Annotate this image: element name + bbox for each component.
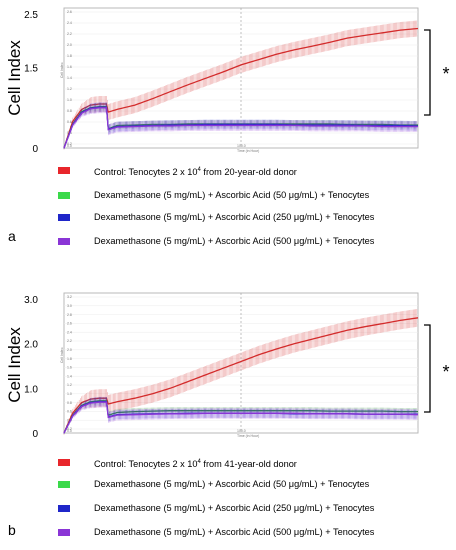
- y-tick-label: 2.5: [24, 10, 38, 21]
- panel-letter-a: a: [8, 228, 16, 244]
- series-0: [63, 20, 419, 150]
- inner-tick-label: 0.6: [67, 410, 72, 414]
- panel-letter-b: b: [8, 522, 16, 538]
- y-tick-label: 3.0: [24, 295, 38, 306]
- y-axis-label: Cell Index: [5, 327, 24, 403]
- legend-label: Dexamethasone (5 mg/mL) + Ascorbic Acid …: [94, 503, 375, 513]
- inner-x-tick-label: 100.0: [237, 429, 246, 433]
- inner-tick-label: 1.2: [67, 383, 72, 387]
- significance-star: *: [442, 362, 449, 382]
- inner-tick-label: 2.0: [67, 348, 72, 352]
- legend-swatch: [58, 214, 70, 221]
- inner-tick-label: 2.2: [67, 339, 72, 343]
- inner-tick-label: 0.2: [67, 142, 72, 146]
- inner-tick-label: 3.0: [67, 304, 72, 308]
- inner-x-tick-label: 0.0: [67, 429, 72, 433]
- inner-tick-label: 1.0: [67, 98, 72, 102]
- y-tick-label: 1.5: [24, 64, 38, 75]
- inner-tick-label: 1.4: [67, 374, 72, 378]
- series-line: [63, 107, 418, 149]
- inner-x-tick-label: 0.0: [67, 144, 72, 148]
- panel-b: 3.2 3.0 2.8 2.6 2.4 2.2 2.0 1.8 1.6 1.4 1.2 1.0 0.8 0…: [0, 285, 456, 550]
- inner-tick-label: 1.0: [67, 392, 72, 396]
- inner-tick-label: 1.6: [67, 366, 72, 370]
- inner-tick-label: 0.8: [67, 401, 72, 405]
- series-3: [63, 102, 418, 150]
- x-axis-title: Time (in Hour): [237, 149, 259, 153]
- legend-label: Dexamethasone (5 mg/mL) + Ascorbic Acid …: [94, 190, 370, 200]
- inner-y-title: Cell Index: [60, 62, 64, 78]
- y-tick-label: 2.0: [24, 340, 38, 351]
- legend-swatch: [58, 192, 70, 199]
- legend-label: Dexamethasone (5 mg/mL) + Ascorbic Acid …: [94, 527, 375, 537]
- legend-label: Dexamethasone (5 mg/mL) + Ascorbic Acid …: [94, 212, 375, 222]
- x-axis-title: Time (in Hour): [237, 434, 259, 438]
- inner-tick-label: 3.2: [67, 295, 72, 299]
- inner-tick-label: 0.2: [67, 427, 72, 431]
- series-3: [63, 396, 419, 435]
- chart-b: 3.2 3.0 2.8 2.6 2.4 2.2 2.0 1.8 1.6 1.4 1.2 1.0 0.8 0…: [5, 292, 450, 440]
- inner-tick-label: 2.4: [67, 330, 72, 334]
- legend-swatch: [58, 481, 70, 488]
- legend-label: Dexamethasone (5 mg/mL) + Ascorbic Acid …: [94, 236, 375, 246]
- inner-tick-label: 1.6: [67, 65, 72, 69]
- legend-swatch: [58, 529, 70, 536]
- significance-bracket: [424, 29, 431, 116]
- inner-y-title: Cell Index: [60, 347, 64, 363]
- y-tick-label: 0: [32, 429, 38, 440]
- inner-tick-label: 1.8: [67, 54, 72, 58]
- series-line: [63, 401, 419, 434]
- significance-bracket: [424, 324, 431, 413]
- legend-swatch: [58, 459, 70, 466]
- legend-swatch: [58, 238, 70, 245]
- y-tick-label: 1.0: [24, 384, 38, 395]
- inner-tick-label: 1.4: [67, 76, 72, 80]
- inner-tick-label: 1.8: [67, 357, 72, 361]
- inner-tick-label: 0.6: [67, 120, 72, 124]
- inner-tick-label: 0.8: [67, 109, 72, 113]
- legend-label: Dexamethasone (5 mg/mL) + Ascorbic Acid …: [94, 479, 370, 489]
- y-axis-label: Cell Index: [5, 40, 24, 116]
- legend-label: Control: Tenocytes 2 x 104 from 41-year-…: [94, 459, 297, 470]
- inner-tick-label: 2.4: [67, 21, 72, 25]
- panel-a: 2.6 2.4 2.2 2.0 1.8 1.6 1.4 1.2 1.0 0.8 0.6 0.4 0.2 0…: [5, 7, 450, 246]
- inner-tick-label: 2.8: [67, 313, 72, 317]
- inner-tick-label: 2.2: [67, 32, 72, 36]
- inner-tick-label: 2.6: [67, 322, 72, 326]
- legend-swatch: [58, 505, 70, 512]
- chart-a: 2.62.42.22.01.81.61.41.21.00.80.60.40.20…: [5, 7, 450, 155]
- inner-tick-label: 2.6: [67, 10, 72, 14]
- inner-x-tick-label: 100.0: [237, 144, 246, 148]
- legend-label: Control: Tenocytes 2 x 104 from 20-year-…: [94, 167, 297, 178]
- inner-tick-label: 2.0: [67, 43, 72, 47]
- inner-tick-label: 1.2: [67, 87, 72, 91]
- significance-star: *: [442, 64, 449, 84]
- legend-swatch: [58, 167, 70, 174]
- y-tick-label: 0: [32, 144, 38, 155]
